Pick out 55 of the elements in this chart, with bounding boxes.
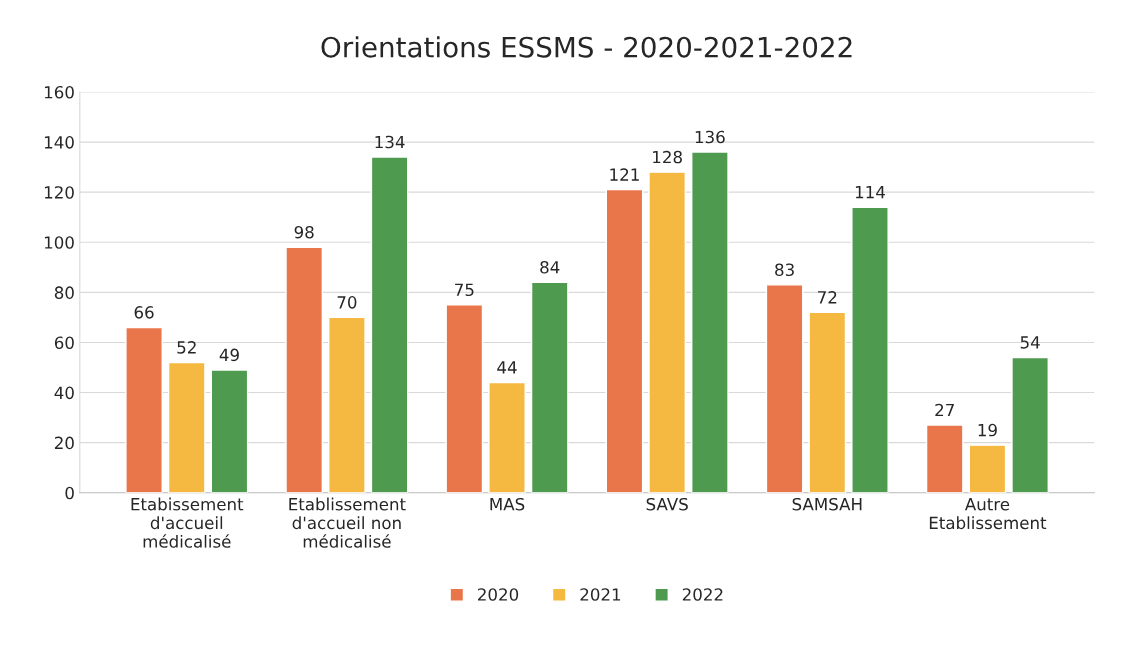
data-label: 128: [653, 150, 682, 164]
data-label: 75: [455, 283, 474, 297]
data-label: 134: [375, 135, 405, 149]
data-label: 83: [775, 263, 794, 277]
data-label: 98: [294, 225, 314, 239]
y-tick-label: 60: [54, 336, 74, 350]
bar: [968, 444, 1007, 493]
bar: [285, 246, 324, 493]
bar: [808, 311, 847, 493]
legend-label: 2021: [580, 588, 621, 601]
legend-label: 2022: [682, 588, 723, 601]
bar: [648, 171, 687, 493]
y-tick-label: 120: [44, 186, 74, 199]
data-label: 19: [978, 423, 997, 437]
y-tick-label: 80: [54, 286, 74, 299]
x-tick-label: Etablissement d'accueil non médicalisé: [289, 497, 406, 548]
bar: [530, 281, 569, 493]
bar: [925, 424, 964, 493]
chart-title: Orientations ESSMS - 2020-2021-2022: [321, 36, 852, 58]
data-label: 54: [1020, 336, 1040, 349]
x-tick-label: SAVS: [646, 497, 688, 511]
data-label: 44: [497, 361, 517, 374]
bar: [167, 361, 206, 493]
bar: [851, 206, 889, 493]
data-label: 27: [935, 403, 954, 417]
y-tick-label: 100: [44, 236, 74, 249]
data-label: 49: [219, 348, 239, 362]
bar: [488, 381, 526, 493]
y-tick-label: 20: [54, 436, 74, 450]
y-tick-label: 140: [44, 136, 74, 149]
y-tick-label: 40: [54, 386, 74, 400]
x-tick-label: Autre Etablissement: [929, 498, 1047, 530]
bar: [328, 316, 366, 493]
y-tick-label: 0: [65, 486, 74, 500]
bar: [445, 304, 484, 493]
bar: [765, 284, 804, 493]
legend-label: 2020: [478, 588, 519, 601]
data-label: 114: [855, 186, 885, 199]
x-tick-label: Etabissement d'accueil médicalisé: [131, 497, 244, 548]
bar: [210, 369, 249, 493]
bar: [1011, 356, 1049, 493]
x-tick-label: SAMSAH: [792, 497, 862, 511]
data-label: 70: [337, 296, 357, 309]
data-label: 52: [177, 341, 196, 354]
bar: [691, 151, 729, 493]
data-label: 136: [695, 130, 725, 144]
bar: [605, 188, 644, 493]
data-label: 72: [818, 291, 837, 304]
bar: [370, 156, 409, 493]
bar: [125, 326, 163, 493]
y-tick-label: 160: [44, 85, 74, 99]
data-label: 84: [540, 260, 560, 274]
x-tick-label: MAS: [490, 497, 525, 511]
data-label: 121: [610, 168, 639, 181]
data-label: 66: [134, 306, 154, 319]
